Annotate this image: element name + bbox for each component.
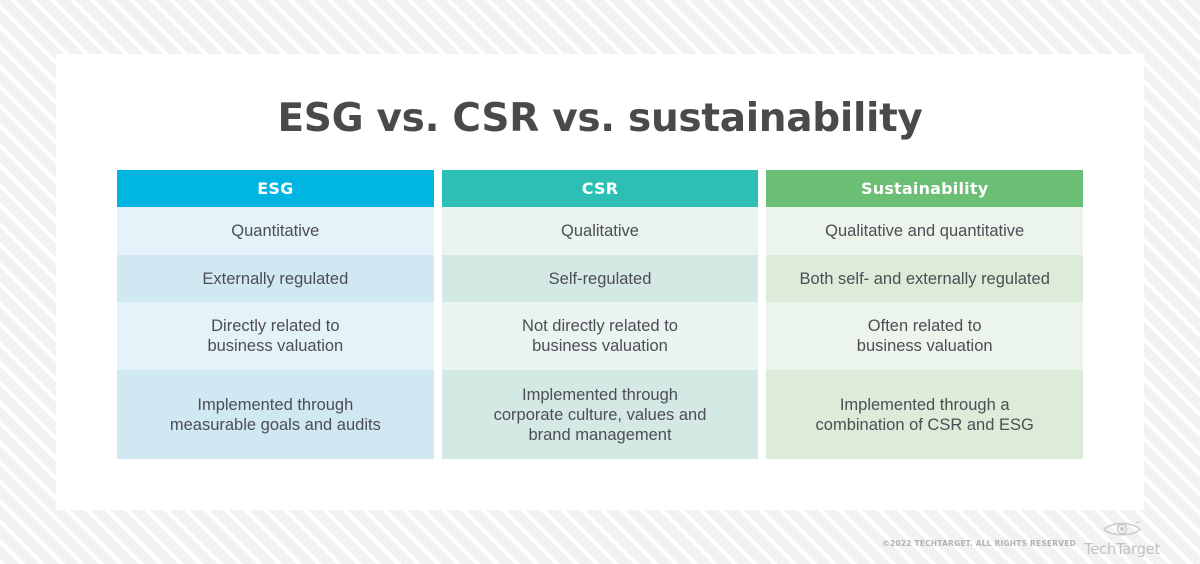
- footer-strip: ©2022 TECHTARGET. ALL RIGHTS RESERVED Te…: [0, 516, 1200, 564]
- column-header-sustainability: Sustainability: [766, 170, 1084, 207]
- table-cell: Not directly related to business valuatio…: [441, 302, 759, 370]
- techtarget-logo: TechTarget: [1084, 520, 1160, 557]
- table-cell: Self-regulated: [441, 255, 759, 302]
- column-header-esg: ESG: [117, 170, 434, 207]
- table-cell: Qualitative and quantitative: [766, 207, 1084, 255]
- table-cell: Qualitative: [441, 207, 759, 255]
- comparison-table: ESG Quantitative Externally regulated Di…: [117, 170, 1084, 459]
- column-header-csr: CSR: [441, 170, 759, 207]
- table-column-csr: CSR Qualitative Self-regulated Not direc…: [441, 170, 759, 459]
- infographic-card: ESG vs. CSR vs. sustainability ESG Quant…: [56, 54, 1144, 510]
- table-cell: Often related to business valuation: [766, 302, 1084, 370]
- table-cell: Directly related to business valuation: [117, 302, 434, 370]
- table-column-sustainability: Sustainability Qualitative and quantitat…: [766, 170, 1084, 459]
- page-title: ESG vs. CSR vs. sustainability: [277, 96, 923, 141]
- table-cell: Implemented through a combination of CSR …: [766, 370, 1084, 459]
- copyright-text: ©2022 TECHTARGET. ALL RIGHTS RESERVED: [882, 539, 1076, 548]
- table-cell: Implemented through corporate culture, va…: [441, 370, 759, 459]
- techtarget-wordmark: TechTarget: [1083, 540, 1160, 558]
- table-cell: Implemented through measurable goals and …: [117, 370, 434, 459]
- table-cell: Both self- and externally regulated: [766, 255, 1084, 302]
- table-cell: Quantitative: [117, 207, 434, 255]
- table-column-esg: ESG Quantitative Externally regulated Di…: [117, 170, 434, 459]
- table-cell: Externally regulated: [117, 255, 434, 302]
- eye-icon: [1102, 520, 1142, 542]
